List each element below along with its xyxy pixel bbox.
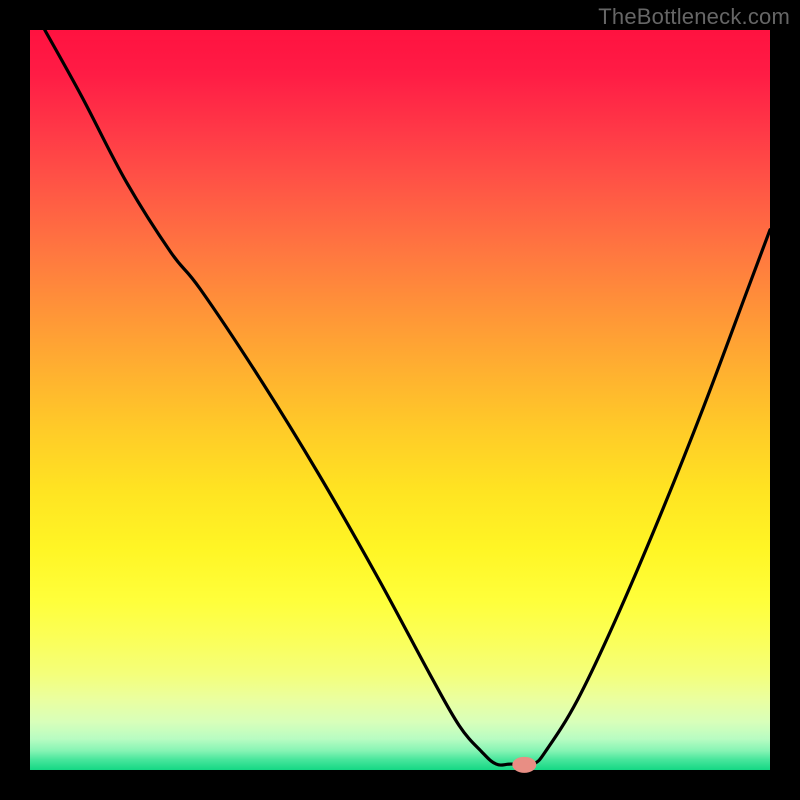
watermark-text: TheBottleneck.com <box>598 4 790 30</box>
heat-gradient-background <box>30 30 770 770</box>
optimal-point-marker <box>512 757 536 773</box>
bottleneck-chart <box>0 0 800 800</box>
